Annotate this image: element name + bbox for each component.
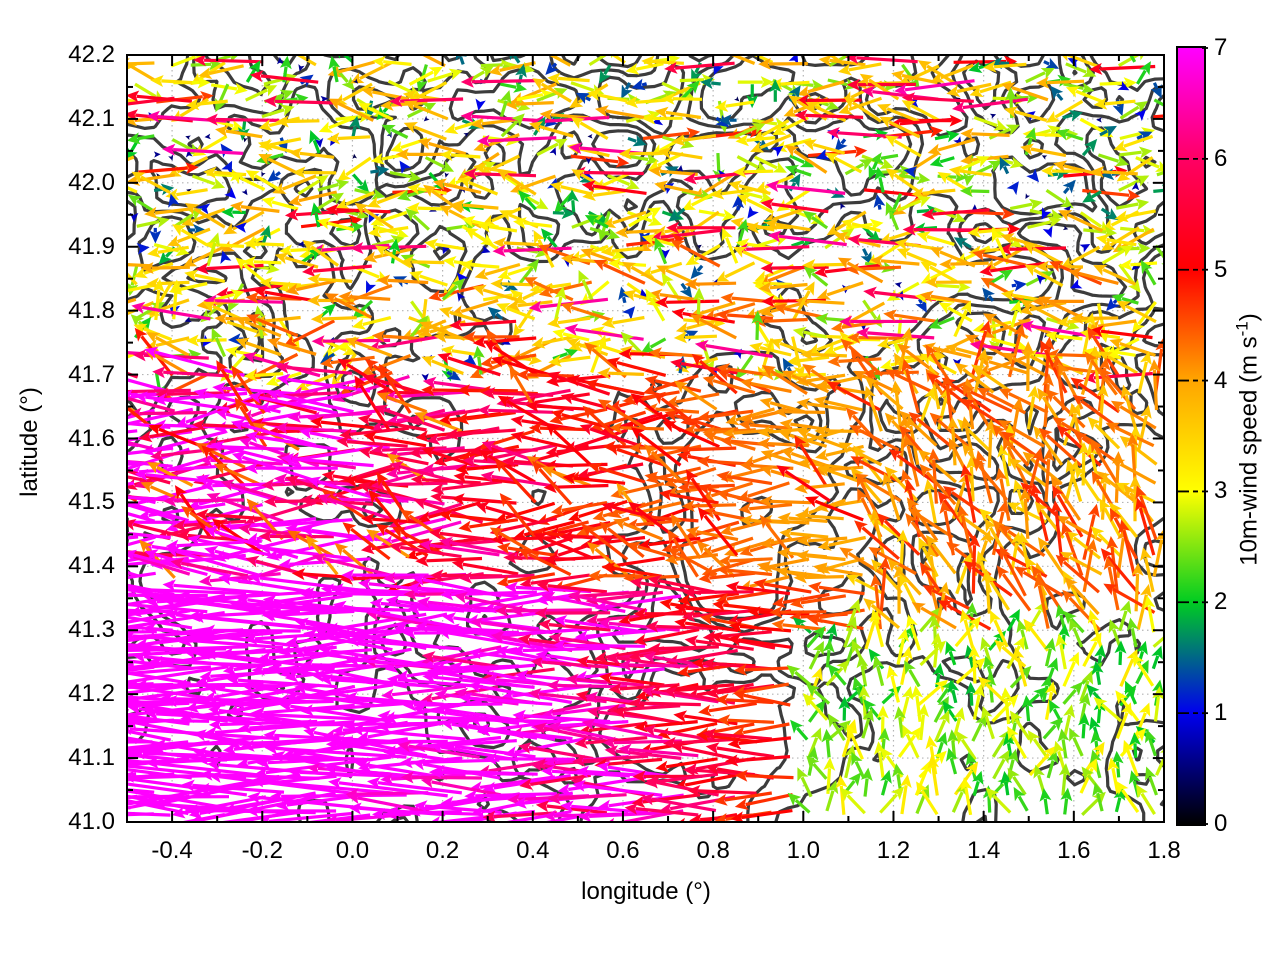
x-tick-label: 0.4 <box>516 837 550 864</box>
colorbar-gradient <box>1176 46 1206 826</box>
x-tick-label: 0.6 <box>606 837 640 864</box>
x-tick-label: -0.2 <box>241 837 283 864</box>
x-tick-label: 1.0 <box>786 837 820 864</box>
y-tick-label: 41.6 <box>68 424 115 452</box>
colorbar-ticks-layer <box>1178 47 1208 825</box>
colorbar-tick-label: 3 <box>1214 477 1228 505</box>
y-tick-label: 41.7 <box>68 360 115 388</box>
x-tick-label: 0.2 <box>425 837 460 864</box>
y-tick-label: 41.2 <box>68 680 115 708</box>
y-tick-label: 41.9 <box>68 232 115 260</box>
y-tick-label: 41.8 <box>68 296 115 324</box>
x-tick-label: 1.2 <box>876 837 911 864</box>
y-tick-label: 41.5 <box>68 488 115 516</box>
colorbar-title: 10m-wind speed (m s-1) <box>1233 264 1264 616</box>
y-axis-title: latitude (°) <box>16 292 44 592</box>
y-tick-label: 42.2 <box>68 41 115 68</box>
y-tick-label: 41.4 <box>68 552 115 580</box>
y-tick-label: 41.3 <box>68 616 115 644</box>
y-tick-label: 42.0 <box>68 168 115 196</box>
y-tick-label: 41.0 <box>68 808 115 835</box>
colorbar-title-close: ) <box>1235 313 1263 322</box>
x-tick-label: 0.8 <box>696 837 730 864</box>
x-tick-label: 1.4 <box>966 837 1001 864</box>
colorbar-title-superscript: -1 <box>1232 321 1252 337</box>
colorbar-tick-label: 7 <box>1214 34 1228 61</box>
x-tick-label: 0.0 <box>335 837 370 864</box>
x-tick-label: -0.4 <box>151 837 193 864</box>
colorbar-tick-label: 0 <box>1214 810 1228 837</box>
x-tick-label: 1.8 <box>1147 837 1181 864</box>
colorbar-tick-label: 5 <box>1214 255 1228 283</box>
x-axis-title-text: longitude (°) <box>581 878 711 905</box>
y-tick-label: 41.1 <box>68 744 115 772</box>
y-axis-title-text: latitude (°) <box>16 387 43 497</box>
x-tick-label: 1.6 <box>1057 837 1091 864</box>
colorbar-tick-label: 4 <box>1214 366 1228 394</box>
y-tick-label: 42.1 <box>68 104 115 132</box>
colorbar-tick-label: 6 <box>1214 144 1228 172</box>
colorbar-tick-label: 2 <box>1214 588 1228 616</box>
axis-ticks-layer <box>127 54 1165 823</box>
wind-arrows-layer <box>127 55 1164 822</box>
x-axis-title: longitude (°) <box>446 878 846 906</box>
colorbar-tick-label: 1 <box>1214 699 1228 727</box>
